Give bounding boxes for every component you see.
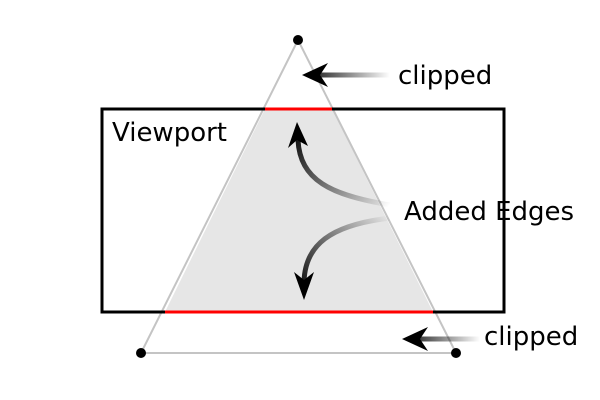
vertex-bottom-left (136, 348, 146, 358)
vertex-bottom-right (451, 348, 461, 358)
clipped-polygon-fill (165, 109, 433, 312)
added-edge-down-arrow-icon (294, 215, 391, 300)
added-edge-up-arrow-icon (288, 122, 391, 208)
added-edges-label: Added Edges (404, 197, 574, 227)
triangle-outline (139, 37, 458, 354)
clipped-top-arrow-icon (302, 63, 390, 87)
clipped-top-label: clipped (398, 61, 492, 91)
clipped-bottom-label: clipped (484, 322, 578, 352)
clipped-bottom-arrow-icon (402, 327, 480, 351)
viewport-label: Viewport (112, 118, 227, 148)
vertex-top (293, 35, 303, 45)
